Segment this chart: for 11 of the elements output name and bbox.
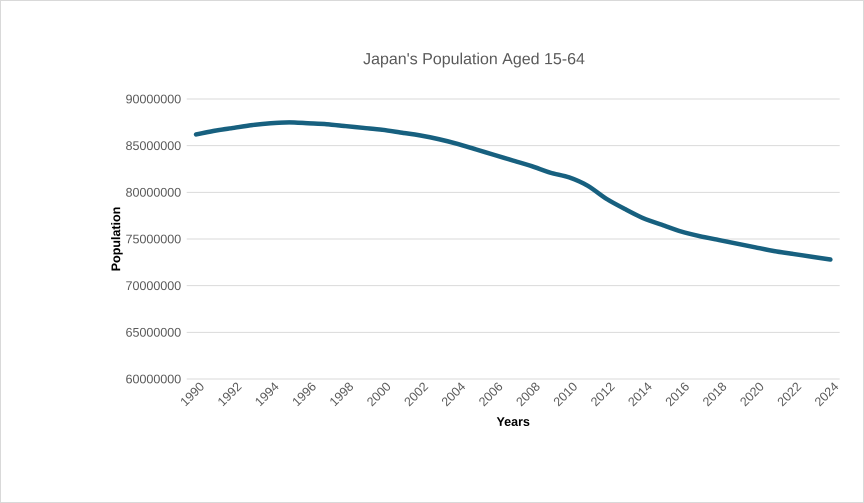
y-tick-label: 70000000: [126, 281, 181, 290]
y-tick-label: 80000000: [126, 188, 181, 197]
y-tick-label: 85000000: [126, 141, 181, 150]
y-tick-label: 65000000: [126, 328, 181, 337]
y-tick-label: 60000000: [126, 374, 181, 384]
x-axis-title: Years: [496, 417, 530, 426]
chart-title: Japan's Population Aged 15-64: [363, 52, 584, 68]
y-axis-title: Population: [111, 207, 123, 270]
line-series: [194, 120, 833, 262]
y-tick-label: 75000000: [126, 234, 181, 244]
y-tick-label: 90000000: [126, 94, 181, 104]
